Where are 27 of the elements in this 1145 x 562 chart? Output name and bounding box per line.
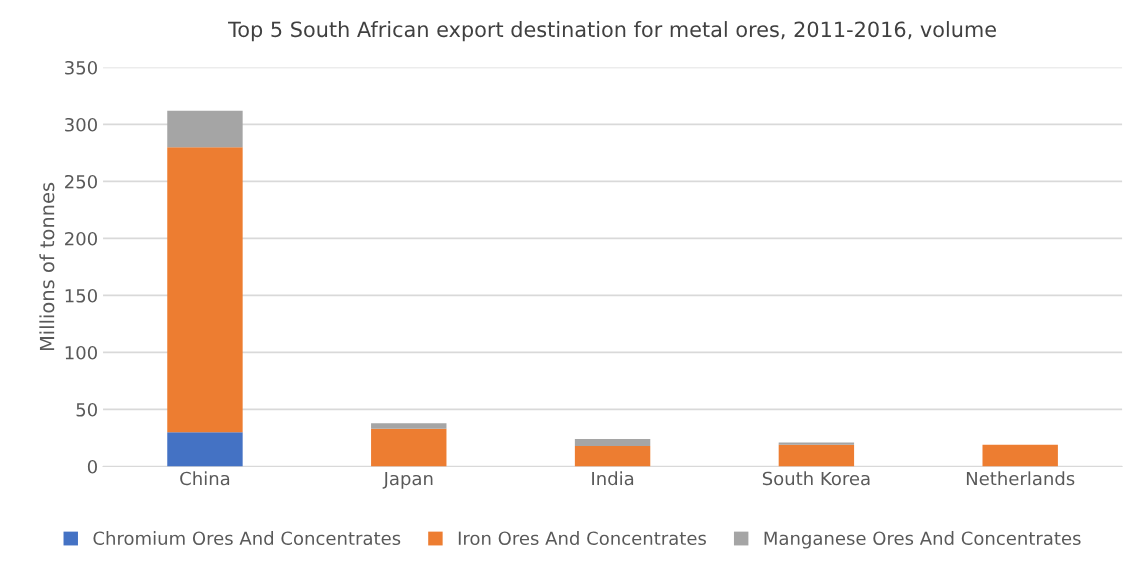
y-tick-label: 0 <box>87 459 97 474</box>
bar <box>167 147 243 433</box>
x-tick-label: China <box>180 471 230 486</box>
bar <box>778 444 855 467</box>
y-tick-label: 100 <box>65 345 97 360</box>
y-tick-label: 250 <box>65 174 97 189</box>
x-tick-label: Japan <box>382 471 433 489</box>
x-tick-label: Netherlands <box>966 471 1075 486</box>
legend-label: Manganese Ores And Concentrates <box>764 531 1081 549</box>
y-tick-label: 300 <box>65 117 97 132</box>
y-tick-label: 150 <box>65 288 97 303</box>
y-tick-label: 50 <box>76 402 97 417</box>
bar <box>371 423 447 429</box>
y-axis-title: Millions of tonnes <box>39 182 55 351</box>
bar <box>574 439 651 446</box>
bar <box>371 428 447 467</box>
bar <box>167 110 243 148</box>
legend-label: Iron Ores And Concentrates <box>458 531 706 546</box>
x-tick-label: South Korea <box>762 471 870 486</box>
bar <box>574 445 651 467</box>
y-tick-label: 200 <box>65 231 97 246</box>
x-tick-label: India <box>592 471 634 486</box>
legend-label: Chromium Ores And Concentrates <box>93 531 401 546</box>
y-tick-label: 350 <box>65 60 97 75</box>
chart-title: Top 5 South African export destination for metal ores, 2011-2016, volume <box>228 21 996 42</box>
bar <box>167 432 243 467</box>
bar <box>982 444 1058 467</box>
